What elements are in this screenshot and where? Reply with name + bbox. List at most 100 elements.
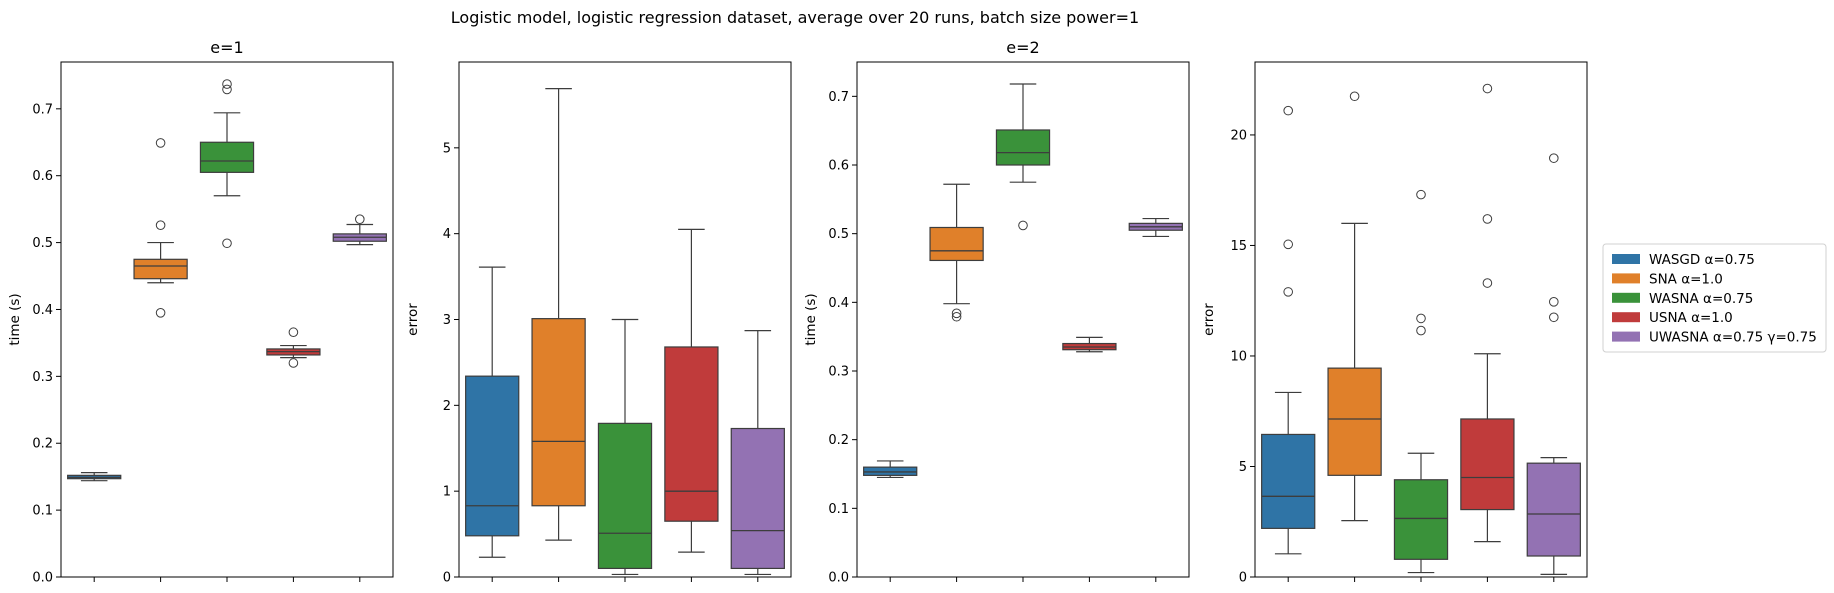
box-2 bbox=[531, 88, 586, 541]
outlier-point bbox=[1416, 313, 1426, 324]
box-5 bbox=[332, 214, 387, 246]
outlier-point bbox=[222, 238, 232, 249]
outlier-point bbox=[1549, 297, 1559, 307]
legend-label: USNA α=1.0 bbox=[1649, 310, 1733, 326]
y-tick-label: 5 bbox=[1239, 460, 1247, 475]
panel-4: 0 5 10 15 20 error bbox=[1201, 61, 1588, 586]
box-4 bbox=[1460, 83, 1515, 543]
legend-label: WASNA α=0.75 bbox=[1649, 291, 1753, 307]
legend-swatch bbox=[1612, 273, 1640, 284]
outlier-point bbox=[951, 311, 962, 322]
box-4 bbox=[664, 228, 719, 553]
legend-item: SNA α=1.0 bbox=[1612, 271, 1723, 287]
legend-swatch bbox=[1612, 292, 1640, 303]
y-tick-label: 0.5 bbox=[32, 236, 53, 251]
outlier-point bbox=[1482, 214, 1493, 224]
y-tick-label: 1 bbox=[443, 485, 451, 500]
y-tick-label: 10 bbox=[1230, 349, 1247, 364]
panel-3: e=2 0.0 0.1 0.2 0.3 0.4 0.5 0.6 0.7 time (s) bbox=[803, 38, 1190, 586]
y-tick-label: 0.1 bbox=[32, 504, 53, 519]
y-tick-label: 0.6 bbox=[32, 169, 53, 184]
outlier-point bbox=[355, 214, 365, 224]
y-tick-label: 0.4 bbox=[828, 296, 849, 311]
box-2 bbox=[133, 138, 188, 318]
box-body bbox=[730, 427, 785, 570]
box-body bbox=[133, 258, 188, 280]
legend-label: UWASNA α=0.75 γ=0.75 bbox=[1649, 330, 1817, 346]
y-tick-label: 2 bbox=[443, 399, 451, 414]
box-3 bbox=[1393, 189, 1449, 574]
box-1 bbox=[863, 460, 918, 479]
legend-item: USNA α=1.0 bbox=[1612, 310, 1733, 326]
box-body bbox=[465, 375, 520, 537]
box-1 bbox=[67, 472, 122, 482]
outlier-point bbox=[155, 308, 166, 318]
outlier-point bbox=[222, 84, 232, 95]
outlier-point bbox=[1549, 312, 1559, 323]
legend-swatch bbox=[1612, 331, 1640, 342]
y-tick-label: 0.3 bbox=[32, 370, 53, 385]
box-body bbox=[1261, 433, 1316, 529]
box-body bbox=[664, 346, 719, 522]
box-4 bbox=[266, 327, 321, 368]
legend-swatch bbox=[1612, 254, 1640, 264]
y-tick-label: 0.2 bbox=[828, 433, 849, 448]
y-axis-label: time (s) bbox=[803, 293, 819, 345]
legend-label: SNA α=1.0 bbox=[1649, 271, 1723, 287]
outlier-point bbox=[1482, 83, 1493, 94]
box-2 bbox=[1327, 91, 1382, 522]
y-tick-label: 15 bbox=[1230, 239, 1247, 254]
box-3 bbox=[995, 83, 1051, 231]
box-3 bbox=[597, 318, 653, 576]
y-tick-label: 20 bbox=[1230, 128, 1247, 143]
box-body bbox=[1526, 462, 1581, 557]
outlier-point bbox=[1416, 325, 1426, 336]
box-2 bbox=[929, 183, 984, 322]
panel-2: 0 1 2 3 4 5 error bbox=[405, 61, 792, 586]
y-tick-label: 0.0 bbox=[32, 571, 53, 586]
box-body bbox=[531, 318, 586, 507]
y-tick-label: 0.3 bbox=[828, 365, 849, 380]
y-tick-label: 0 bbox=[443, 571, 451, 586]
box-5 bbox=[1128, 217, 1183, 238]
y-tick-label: 0.5 bbox=[828, 227, 849, 242]
outlier-point bbox=[288, 358, 299, 368]
box-body bbox=[1327, 367, 1382, 476]
y-tick-label: 0.0 bbox=[828, 571, 849, 586]
outlier-point bbox=[155, 138, 166, 148]
outlier-point bbox=[1349, 91, 1360, 102]
y-tick-label: 0.6 bbox=[828, 159, 849, 174]
y-tick-label: 0.2 bbox=[32, 437, 53, 452]
legend-frame bbox=[1602, 243, 1827, 353]
legend-label: WASGD α=0.75 bbox=[1649, 252, 1755, 268]
box-body bbox=[1393, 479, 1449, 560]
outlier-point bbox=[1283, 287, 1293, 297]
box-5 bbox=[1526, 153, 1581, 575]
legend-item: UWASNA α=0.75 γ=0.75 bbox=[1612, 330, 1817, 346]
y-tick-label: 5 bbox=[443, 141, 451, 156]
outlier-point bbox=[155, 220, 166, 230]
panel-title: e=2 bbox=[1006, 38, 1039, 57]
panels: e=1 0.0 0.1 0.2 0.3 0.4 0.5 0.6 0.7 time (s) 0 1 2 3 4… bbox=[7, 38, 1588, 586]
box-5 bbox=[730, 330, 785, 576]
box-1 bbox=[465, 266, 520, 558]
legend: WASGD α=0.75 SNA α=1.0 WASNA α=0.75 USNA α=… bbox=[1602, 243, 1827, 353]
panel-1: e=1 0.0 0.1 0.2 0.3 0.4 0.5 0.6 0.7 time (s) bbox=[7, 38, 394, 586]
legend-item: WASNA α=0.75 bbox=[1612, 291, 1753, 307]
outlier-point bbox=[288, 327, 299, 338]
box-body bbox=[995, 129, 1051, 166]
box-body bbox=[597, 422, 653, 570]
y-axis-label: time (s) bbox=[7, 293, 23, 345]
y-axis-label: error bbox=[1201, 303, 1217, 336]
y-tick-label: 0 bbox=[1239, 571, 1247, 586]
outlier-point bbox=[222, 79, 232, 89]
outlier-point bbox=[1018, 220, 1028, 231]
y-axis-label: error bbox=[405, 303, 421, 336]
box-1 bbox=[1261, 105, 1316, 555]
y-tick-label: 0.4 bbox=[32, 303, 53, 318]
box-body bbox=[199, 141, 255, 173]
outlier-point bbox=[951, 308, 962, 319]
box-3 bbox=[199, 79, 255, 249]
y-tick-label: 0.7 bbox=[32, 102, 53, 117]
